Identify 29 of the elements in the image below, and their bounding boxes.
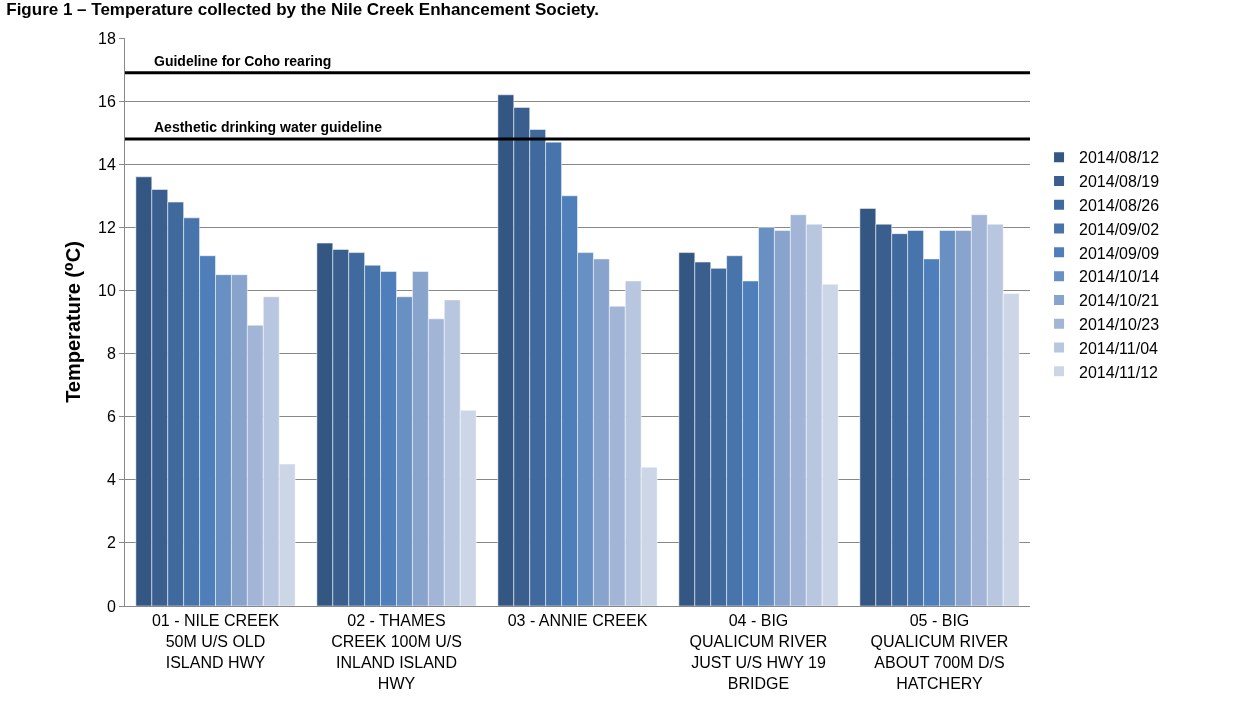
legend-label: 2014/08/19 [1079, 173, 1160, 191]
legend-label: 2014/09/09 [1079, 244, 1160, 262]
chart-title: Figure 1 – Temperature collected by the Nile Creek Enhancement Society. [6, 0, 599, 20]
legend-label: 2014/10/14 [1079, 268, 1160, 286]
y-tick-label: 12 [98, 218, 116, 236]
y-tick-label: 18 [98, 29, 116, 47]
x-tick-label: 05 - BIG QUALICUM RIVER ABOUT 700M D/S HATCHERY [870, 612, 1009, 692]
y-tick-label: 14 [98, 155, 116, 173]
legend-label: 2014/08/12 [1079, 149, 1160, 167]
ref-line-label: Aesthetic drinking water guideline [154, 119, 383, 135]
legend-label: 2014/10/21 [1079, 292, 1160, 310]
y-tick-label: 6 [106, 408, 116, 426]
y-tick-label: 0 [106, 597, 116, 615]
legend-label: 2014/11/12 [1079, 363, 1159, 381]
y-tick-label: 2 [106, 534, 116, 552]
legend-label: 2014/11/04 [1079, 339, 1159, 357]
legend-label: 2014/08/26 [1079, 196, 1160, 214]
ref-line-label: Guideline for Coho rearing [154, 53, 332, 69]
legend-label: 2014/10/23 [1079, 315, 1160, 333]
y-tick-label: 10 [98, 282, 116, 300]
x-tick-label: 02 - THAMES CREEK 100M U/S INLAND ISLAND HWY [331, 612, 462, 692]
x-tick-label: 01 - NILE CREEK 50M U/S OLD ISLAND HWY [151, 612, 280, 671]
x-tick-label: 04 - BIG QUALICUM RIVER JUST U/S HWY 19 BRIDGE [689, 612, 828, 692]
y-tick-label: 16 [98, 92, 116, 110]
y-axis-title: Temperature (⁰C) [61, 241, 84, 403]
legend-label: 2014/09/02 [1079, 220, 1160, 238]
y-tick-label: 4 [106, 471, 116, 489]
y-tick-label: 8 [106, 345, 116, 363]
x-tick-label: 03 - ANNIE CREEK [507, 612, 648, 630]
